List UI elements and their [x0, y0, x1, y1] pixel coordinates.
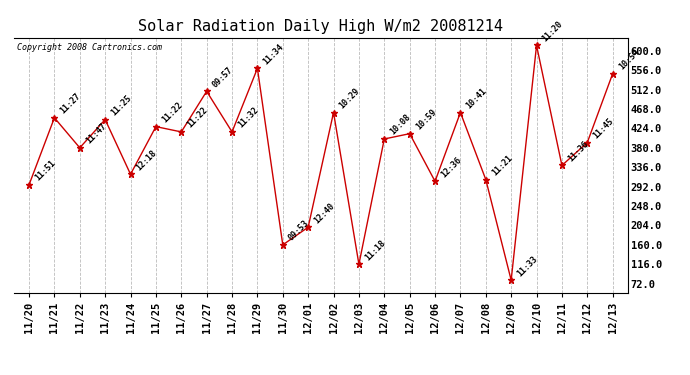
Text: 11:33: 11:33	[515, 254, 540, 278]
Text: 11:27: 11:27	[59, 92, 83, 116]
Text: 12:18: 12:18	[135, 148, 159, 172]
Text: 12:40: 12:40	[313, 201, 336, 225]
Text: 11:32: 11:32	[236, 106, 260, 130]
Text: 09:53: 09:53	[287, 219, 311, 243]
Text: 11:20: 11:20	[541, 19, 564, 43]
Text: 11:47: 11:47	[84, 122, 108, 146]
Text: 11:36: 11:36	[566, 139, 590, 163]
Text: 11:45: 11:45	[591, 116, 615, 140]
Title: Solar Radiation Daily High W/m2 20081214: Solar Radiation Daily High W/m2 20081214	[139, 18, 503, 33]
Text: Copyright 2008 Cartronics.com: Copyright 2008 Cartronics.com	[17, 43, 162, 52]
Text: 09:57: 09:57	[211, 65, 235, 89]
Text: 10:41: 10:41	[464, 86, 489, 110]
Text: 11:22: 11:22	[160, 100, 184, 124]
Text: 10:54: 10:54	[617, 48, 641, 72]
Text: 11:18: 11:18	[363, 238, 387, 262]
Text: 11:25: 11:25	[109, 93, 133, 117]
Text: 11:21: 11:21	[490, 153, 514, 177]
Text: 12:36: 12:36	[440, 155, 463, 179]
Text: 10:08: 10:08	[388, 113, 413, 137]
Text: 10:59: 10:59	[414, 108, 438, 132]
Text: 11:34: 11:34	[262, 42, 286, 66]
Text: 11:51: 11:51	[33, 159, 57, 183]
Text: 10:29: 10:29	[337, 86, 362, 110]
Text: 11:22: 11:22	[186, 106, 210, 130]
